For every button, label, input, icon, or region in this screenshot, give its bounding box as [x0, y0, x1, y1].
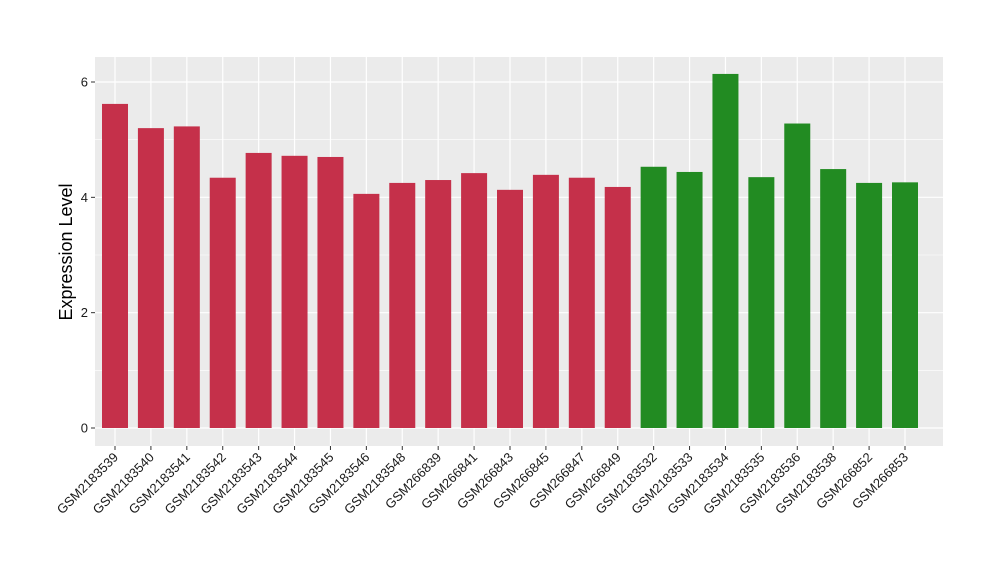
bar: [820, 169, 847, 428]
bar: [497, 189, 523, 428]
bar: [245, 152, 272, 428]
bar: [281, 155, 308, 428]
bar: [676, 171, 703, 428]
bar: [461, 173, 488, 428]
y-tick-label: 0: [81, 421, 88, 436]
y-tick-label: 4: [81, 190, 88, 205]
bar: [712, 73, 739, 428]
bar: [389, 182, 416, 428]
bar: [640, 166, 667, 428]
bar: [425, 180, 452, 428]
bar: [856, 182, 883, 428]
bar: [748, 177, 775, 428]
bar: [532, 174, 559, 428]
y-tick-label: 6: [81, 75, 88, 90]
x-axis: GSM2183539GSM2183540GSM2183541GSM2183542…: [54, 446, 911, 517]
bar: [102, 103, 128, 428]
bar: [353, 193, 380, 428]
x-tick-label: GSM2183539: [54, 450, 121, 517]
bar: [209, 177, 236, 428]
y-axis: 0 2 4 6: [81, 75, 95, 436]
bars: [102, 73, 918, 429]
y-axis-title: Expression Level: [56, 183, 76, 320]
bar: [784, 123, 811, 429]
bar: [173, 126, 200, 429]
bar: [892, 182, 918, 428]
y-tick-label: 2: [81, 305, 88, 320]
bar: [604, 186, 631, 428]
bar: [137, 128, 164, 428]
bar: [317, 156, 344, 428]
bar: [568, 177, 595, 428]
